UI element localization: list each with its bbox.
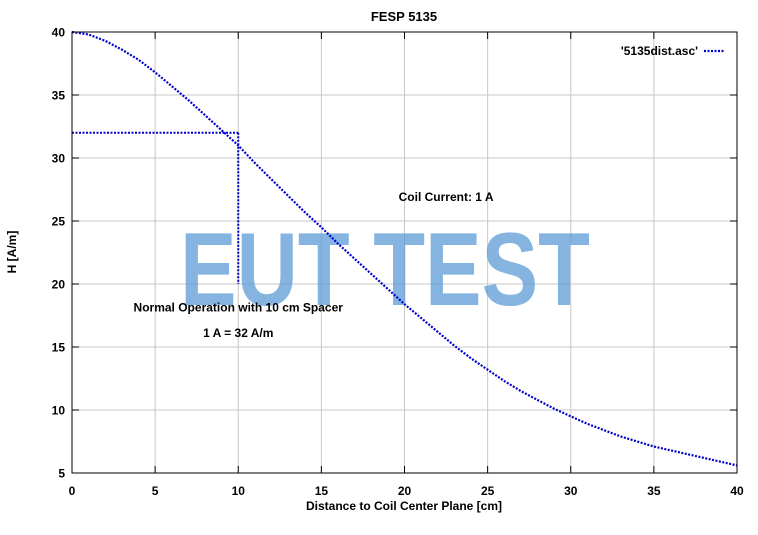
legend: '5135dist.asc' xyxy=(621,44,724,58)
y-tick-label: 10 xyxy=(52,404,66,418)
chart-title: FESP 5135 xyxy=(371,9,437,24)
x-tick-label: 30 xyxy=(564,484,578,498)
x-tick-label: 15 xyxy=(315,484,329,498)
y-axis-label: H [A/m] xyxy=(5,231,19,274)
annotation-text: Coil Current: 1 A xyxy=(399,190,494,204)
y-tick-label: 20 xyxy=(52,278,66,292)
x-tick-label: 35 xyxy=(647,484,661,498)
x-tick-label: 20 xyxy=(398,484,412,498)
y-tick-label: 15 xyxy=(52,341,66,355)
y-tick-label: 25 xyxy=(52,215,66,229)
watermark: EUT TEST xyxy=(180,212,590,328)
series-line xyxy=(71,30,738,467)
x-tick-label: 5 xyxy=(152,484,159,498)
annotations: Coil Current: 1 A Normal Operation with 1… xyxy=(134,190,494,340)
y-tick-label: 30 xyxy=(52,152,66,166)
x-tick-label: 40 xyxy=(730,484,744,498)
y-tick-label: 5 xyxy=(58,467,65,481)
y-tick-label: 40 xyxy=(52,26,66,40)
x-tick-label: 25 xyxy=(481,484,495,498)
series-layer xyxy=(71,30,738,467)
legend-label: '5135dist.asc' xyxy=(621,44,698,58)
x-axis-label: Distance to Coil Center Plane [cm] xyxy=(306,499,502,513)
watermark-text: EUT TEST xyxy=(180,212,590,328)
y-tick-label: 35 xyxy=(52,89,66,103)
annotation-text: Normal Operation with 10 cm Spacer xyxy=(134,301,344,315)
annotation-text: 1 A = 32 A/m xyxy=(203,326,273,340)
reference-lines xyxy=(72,131,240,284)
x-tick-label: 10 xyxy=(232,484,246,498)
x-tick-label: 0 xyxy=(69,484,76,498)
